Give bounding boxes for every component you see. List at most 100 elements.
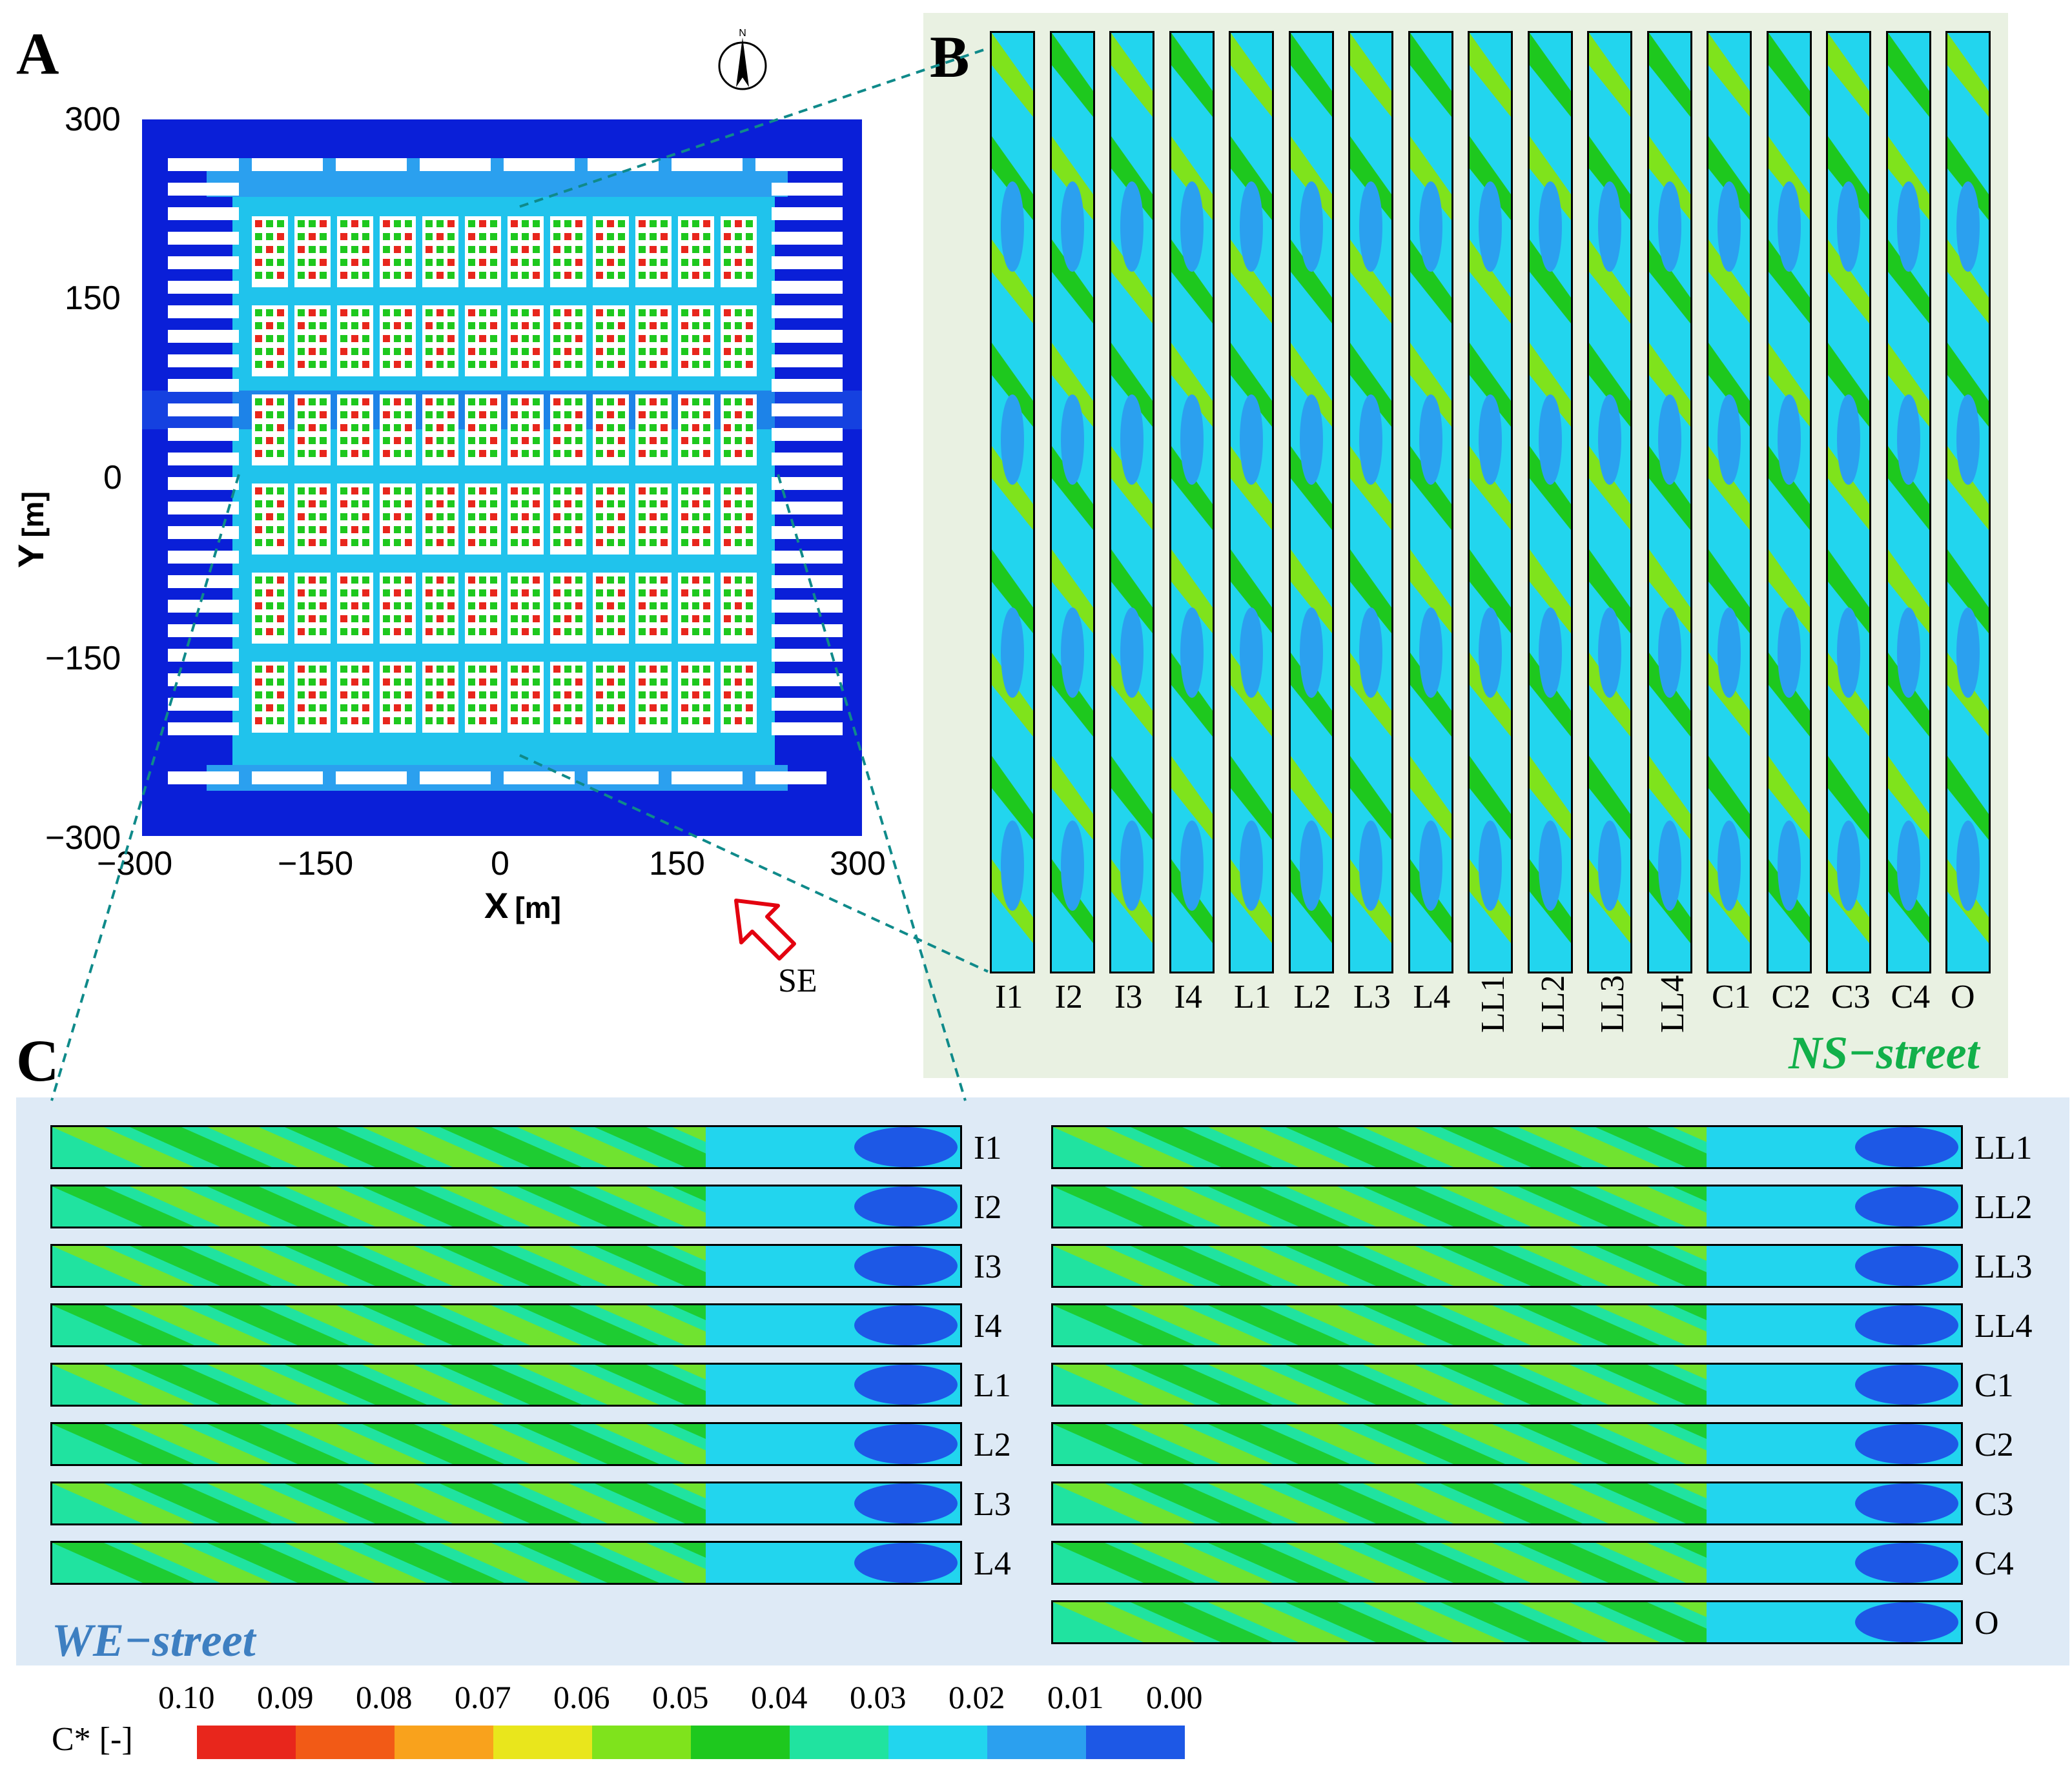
building-cell <box>490 348 497 355</box>
building-cell <box>490 576 497 584</box>
building-cell <box>703 576 710 584</box>
building-cell <box>564 309 571 316</box>
building-cell <box>351 717 358 724</box>
building-cell <box>692 691 699 698</box>
building-cell <box>533 450 540 457</box>
building-cell <box>703 233 710 240</box>
building-cell <box>383 411 390 418</box>
building-cell <box>553 411 560 418</box>
building-cell <box>692 220 699 227</box>
building-cell <box>277 678 284 686</box>
building-cell <box>650 615 657 622</box>
panel-c-letter: C <box>16 1028 59 1094</box>
building-cell <box>426 322 433 329</box>
outer-building <box>168 379 239 392</box>
building-cell <box>490 335 497 342</box>
building-cell <box>320 322 327 329</box>
building-cell <box>553 717 560 724</box>
building-cell <box>309 259 316 266</box>
building-cell <box>266 691 273 698</box>
building-cell <box>490 539 497 546</box>
building-cell <box>298 576 305 584</box>
building-cell <box>340 602 347 609</box>
building-cell <box>309 704 316 711</box>
building-cell <box>661 450 668 457</box>
building-cell <box>511 678 518 686</box>
building-cell <box>298 704 305 711</box>
building-cell <box>533 589 540 596</box>
building-cell <box>447 717 455 724</box>
building-cell <box>724 322 731 329</box>
y-tick: 150 <box>65 280 121 317</box>
building-cell <box>362 424 369 431</box>
building-cell <box>426 615 433 622</box>
building-cell <box>362 691 369 698</box>
building-cell <box>320 602 327 609</box>
building-cell <box>298 220 305 227</box>
building-cell <box>607 576 614 584</box>
building-cell <box>511 704 518 711</box>
building-cell <box>468 335 475 342</box>
building-cell <box>479 704 486 711</box>
building-cell <box>436 678 444 686</box>
building-cell <box>255 361 262 368</box>
building-cell <box>309 717 316 724</box>
building-cell <box>661 424 668 431</box>
building-cell <box>468 678 475 686</box>
ns-street-strip <box>1348 31 1393 973</box>
building-cell <box>468 424 475 431</box>
building-cell <box>447 259 455 266</box>
building-cell <box>383 717 390 724</box>
building-cell <box>553 335 560 342</box>
building-cell <box>661 678 668 686</box>
building-cell <box>596 259 603 266</box>
building-cell <box>533 717 540 724</box>
building-cell <box>692 322 699 329</box>
building-cell <box>511 437 518 444</box>
building-cell <box>255 500 262 507</box>
building-cell <box>618 322 625 329</box>
building-cell <box>639 704 646 711</box>
wind-direction-label: SE <box>778 962 817 999</box>
building-cell <box>575 691 582 698</box>
building-cell <box>735 233 742 240</box>
building-cell <box>661 717 668 724</box>
we-street-strip <box>50 1482 962 1525</box>
building-cell <box>468 411 475 418</box>
ns-street-strip <box>990 31 1035 973</box>
building-cell <box>320 348 327 355</box>
building-cell <box>724 704 731 711</box>
ns-street-label: LL3 <box>1594 975 1631 1033</box>
building-cell <box>426 335 433 342</box>
legend-tick: 0.06 <box>553 1679 610 1715</box>
building-cell <box>479 411 486 418</box>
building-cell <box>426 220 433 227</box>
building-cell <box>522 246 529 253</box>
building-cell <box>618 704 625 711</box>
building-cell <box>436 220 444 227</box>
building-cell <box>703 335 710 342</box>
building-cell <box>277 309 284 316</box>
building-cell <box>277 704 284 711</box>
building-cell <box>553 589 560 596</box>
we-street-strip <box>50 1303 962 1347</box>
building-cell <box>522 424 529 431</box>
building-cell <box>639 411 646 418</box>
building-cell <box>533 246 540 253</box>
building-cell <box>564 246 571 253</box>
building-cell <box>468 602 475 609</box>
building-cell <box>298 717 305 724</box>
building-cell <box>340 539 347 546</box>
building-cell <box>340 450 347 457</box>
building-cell <box>394 628 401 635</box>
building-cell <box>479 602 486 609</box>
building-cell <box>724 666 731 673</box>
building-cell <box>575 678 582 686</box>
building-cell <box>564 615 571 622</box>
building-cell <box>447 602 455 609</box>
building-cell <box>255 309 262 316</box>
outer-building <box>168 477 239 490</box>
building-cell <box>618 513 625 520</box>
building-cell <box>490 220 497 227</box>
building-cell <box>681 424 688 431</box>
